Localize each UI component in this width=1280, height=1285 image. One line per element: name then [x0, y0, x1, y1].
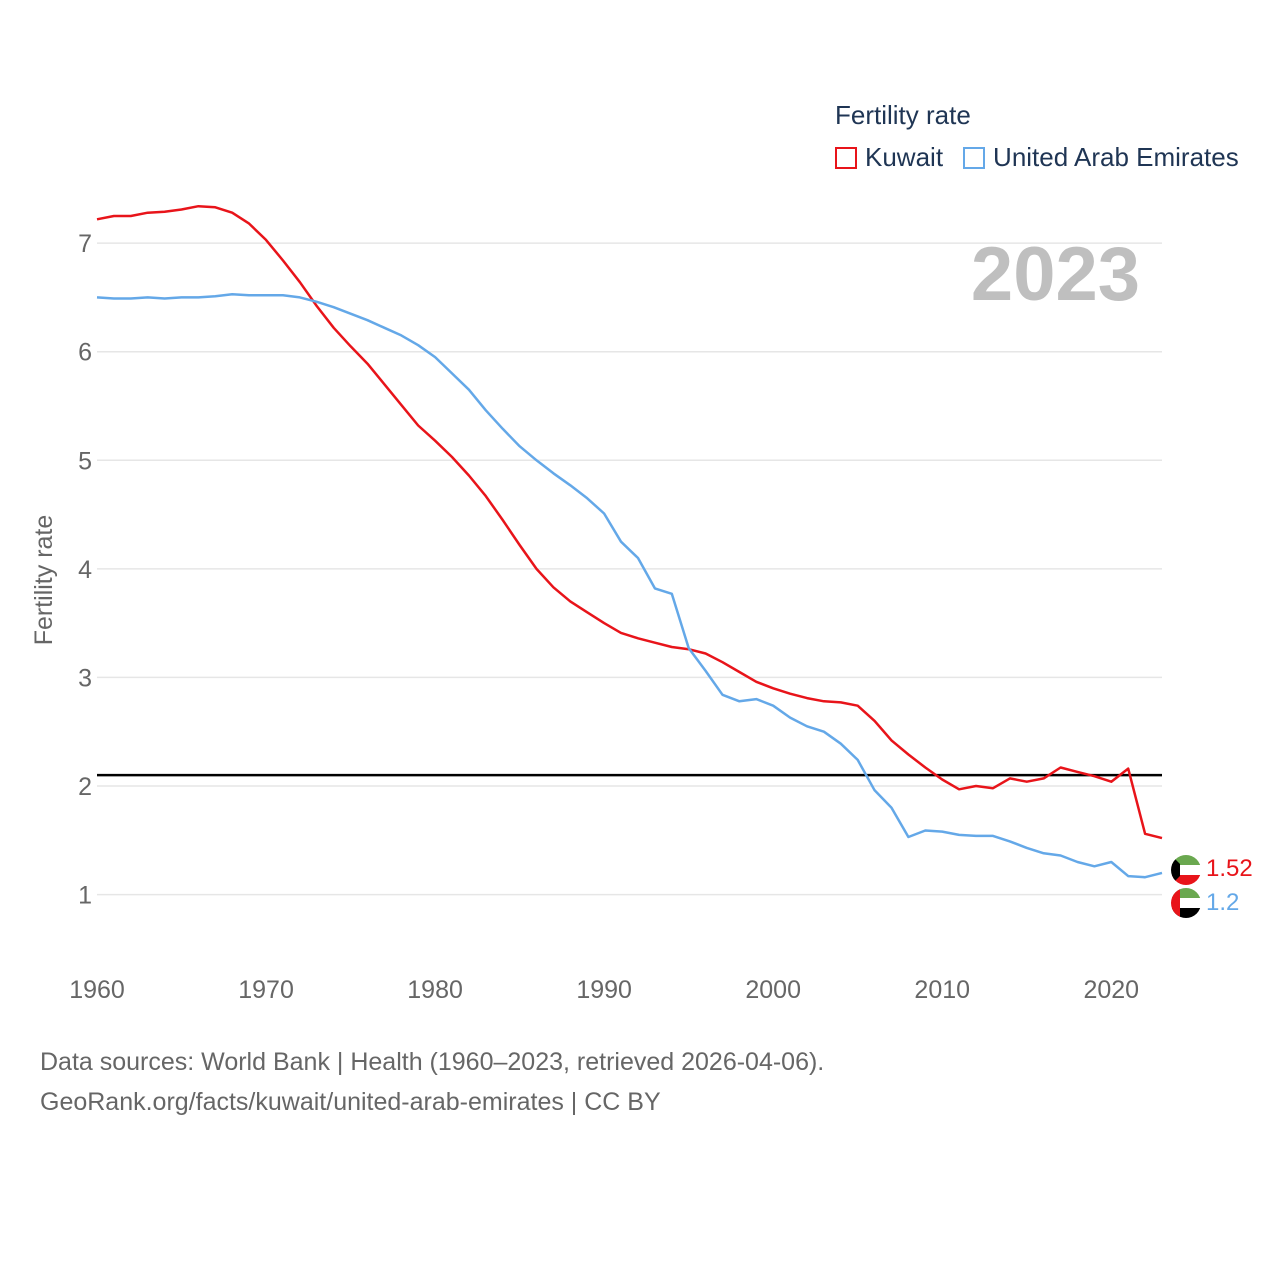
uae-series-line	[96, 292, 1163, 879]
x-tick-label: 1990	[576, 976, 632, 1004]
x-tick-label: 1960	[69, 976, 125, 1004]
y-axis-label: Fertility rate	[30, 515, 58, 646]
kuwait-swatch-icon	[835, 146, 857, 169]
x-tick-label: 2000	[745, 976, 801, 1004]
legend-label-uae: United Arab Emirates	[993, 142, 1239, 172]
source-line-1: Data sources: World Bank | Health (1960–…	[40, 1048, 825, 1076]
source-note: Data sources: World Bank | Health (1960–…	[40, 1042, 824, 1122]
y-tick-label: 2	[78, 773, 92, 801]
uae-flag-icon	[1171, 888, 1201, 918]
x-tick-label: 1980	[407, 976, 463, 1004]
x-tick-label: 2020	[1083, 976, 1139, 1004]
y-tick-label: 5	[78, 447, 92, 475]
kuwait-series-line	[96, 204, 1163, 840]
kuwait-flag-icon	[1171, 855, 1201, 885]
legend-item-kuwait[interactable]: Kuwait	[835, 142, 943, 173]
y-tick-label: 6	[78, 339, 92, 367]
uae-swatch-icon	[963, 146, 986, 169]
year-watermark: 2023	[971, 232, 1140, 317]
x-tick-label: 1970	[238, 976, 294, 1004]
legend-title: Fertility rate	[835, 100, 971, 130]
y-tick-label: 1	[78, 882, 92, 910]
y-tick-label: 7	[78, 230, 92, 258]
legend-item-uae[interactable]: United Arab Emirates	[963, 142, 1239, 173]
legend: Kuwait United Arab Emirates	[835, 142, 1259, 173]
source-line-2[interactable]: GeoRank.org/facts/kuwait/united-arab-emi…	[40, 1088, 661, 1116]
legend-label-kuwait: Kuwait	[865, 142, 944, 172]
y-tick-label: 4	[78, 556, 92, 584]
uae-end-label: 1.2	[1206, 889, 1239, 916]
y-tick-label: 3	[78, 664, 92, 692]
kuwait-end-label: 1.52	[1206, 855, 1253, 882]
x-tick-label: 2010	[914, 976, 970, 1004]
